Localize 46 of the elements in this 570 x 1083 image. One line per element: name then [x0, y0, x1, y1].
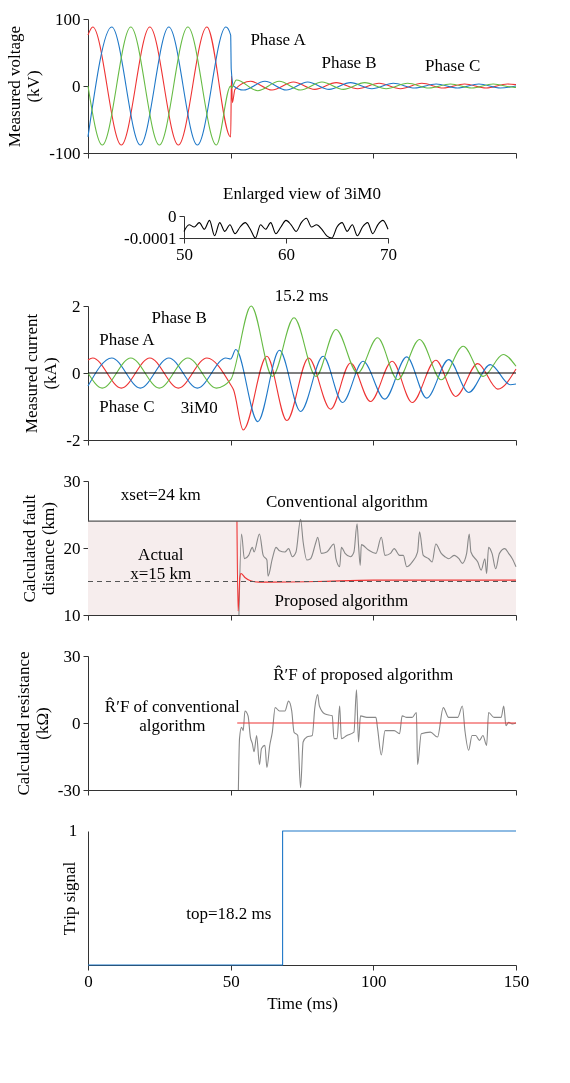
y-tick-label: -30 [57, 780, 81, 800]
y-tick-label: 30 [63, 471, 81, 491]
x-tick-label: 100 [361, 971, 387, 991]
annotation: Proposed algorithm [274, 590, 409, 610]
ref-line-label: xset=24 km [120, 484, 201, 504]
y-axis-title: Calculated fault distance (km) [19, 494, 58, 603]
y-tick-label: 30 [63, 646, 81, 666]
y-axis-title: Measured voltage (kV) [5, 25, 44, 148]
y-tick-label: -2 [66, 430, 81, 450]
annotation: Conventional algorithm [265, 492, 428, 512]
annotation: Phase A [99, 329, 156, 349]
annotation: top=18.2 ms [186, 904, 272, 924]
y-axis-title: Trip signal [59, 861, 79, 936]
annotation: Phase C [99, 396, 155, 416]
annotation: Phase C [425, 55, 481, 75]
ref-line-label: Actual x=15 km [130, 545, 192, 584]
line-series [87, 355, 517, 431]
y-tick-label: -0.0001 [124, 228, 177, 248]
y-tick-label: 20 [63, 538, 81, 558]
y-tick-label: 100 [55, 9, 81, 29]
annotation: Phase A [250, 30, 307, 50]
x-tick-label: 60 [278, 244, 295, 264]
text: 15.2 ms [274, 285, 329, 305]
y-tick-label: 0 [72, 363, 81, 383]
y-axis-title: Calculated resistance (kΩ) [13, 651, 52, 796]
line-series [87, 349, 517, 423]
annotation: R̂′F of proposed algorithm [273, 664, 454, 685]
y-tick-label: 10 [63, 605, 81, 625]
x-tick-label: 50 [176, 244, 193, 264]
x-tick-label: 150 [503, 971, 530, 991]
x-tick-label: 70 [380, 244, 397, 264]
y-tick-label: 2 [72, 296, 81, 316]
line-series [87, 26, 517, 146]
y-axis-title: Measured current (kA) [22, 313, 61, 434]
line-series [87, 305, 517, 389]
annotation: Phase B [151, 307, 207, 327]
x-axis-title: Time (ms) [267, 993, 338, 1013]
annotation: 3iM0 [180, 398, 218, 418]
y-tick-label: -100 [49, 143, 81, 163]
chart-title: Enlarged view of 3iM0 [223, 184, 381, 203]
x-tick-label: 50 [222, 971, 240, 991]
annotation: Phase B [321, 52, 377, 72]
y-tick-label: 0 [72, 76, 81, 96]
annotation: R̂′F of conventional algorithm [104, 696, 241, 736]
text: 1 [68, 821, 78, 840]
y-tick-label: 0 [72, 713, 81, 733]
